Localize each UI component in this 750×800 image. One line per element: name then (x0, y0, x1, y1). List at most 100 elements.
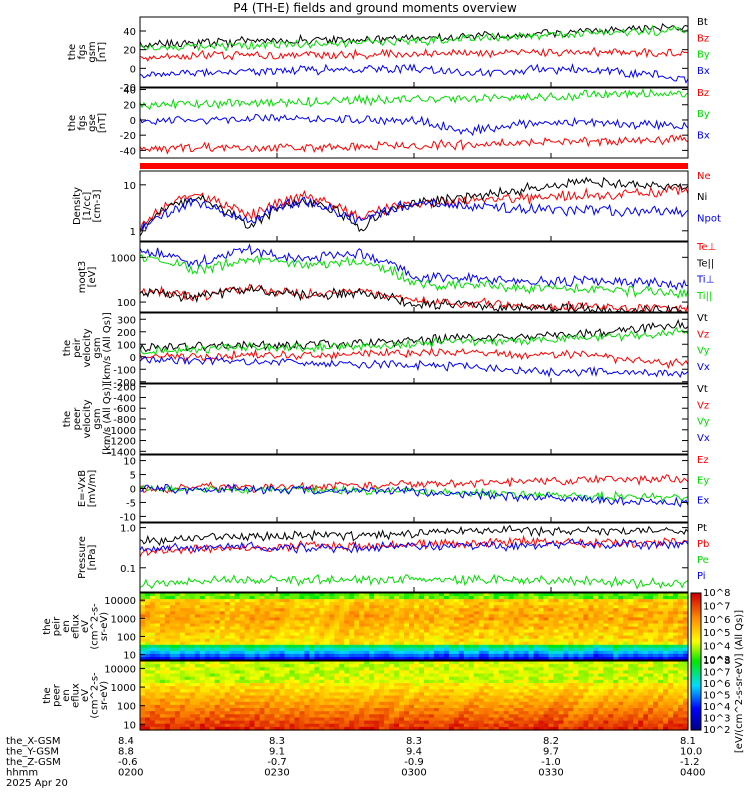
spectrogram-cell (678, 599, 684, 603)
spectrogram-cell (234, 726, 241, 731)
spectrogram-cell (673, 632, 679, 637)
spectrogram-cell (533, 620, 540, 624)
spectrogram-cell (145, 611, 151, 615)
spectrogram-cell (578, 717, 584, 722)
spectrogram-cell (478, 644, 485, 649)
spectrogram-cell (394, 593, 400, 597)
spectrogram-cell (424, 689, 430, 693)
spectrogram-cell (553, 605, 560, 609)
legend-entry: Bz (697, 33, 709, 44)
spectrogram-cell (528, 720, 535, 725)
spectrogram-cell (179, 711, 186, 715)
legend-entry: Pt (697, 523, 707, 534)
spectrogram-cell (219, 617, 226, 621)
spectrogram-cell (309, 602, 315, 606)
spectrogram-cell (359, 692, 365, 697)
spectrogram-cell (528, 647, 535, 652)
spectrogram-cell (154, 670, 161, 675)
spectrogram-cell (194, 698, 201, 703)
spectrogram-cell (478, 638, 485, 643)
spectrogram-cell (279, 629, 286, 634)
spectrogram-cell (478, 692, 485, 697)
spectrogram-cell (164, 650, 171, 655)
spectrogram-cell (179, 723, 186, 728)
spectrogram-cell (179, 653, 186, 658)
spectrogram-cell (483, 711, 490, 715)
spectrogram-cell (299, 689, 305, 693)
spectrogram-cell (633, 701, 639, 706)
spectrogram-cell (558, 635, 565, 640)
spectrogram-cell (468, 632, 475, 637)
spectrogram-cell (593, 714, 599, 718)
spectrogram-cell (359, 605, 365, 609)
spectrogram-cell (553, 701, 560, 706)
spectrogram-cell (593, 695, 599, 700)
spectrogram-cell (219, 692, 226, 697)
spectrogram-cell (274, 653, 281, 658)
spectrogram-cell (254, 708, 261, 712)
spectrogram-cell (598, 717, 604, 722)
spectrogram-cell (528, 611, 535, 615)
spectrogram-cell (269, 723, 276, 728)
spectrogram-cell (304, 596, 310, 600)
spectrogram-cell (593, 661, 599, 665)
spectrogram-cell (279, 673, 286, 678)
spectrogram-cell (628, 644, 634, 649)
spectrogram-cell (179, 720, 186, 725)
spectrogram-cell (179, 676, 186, 681)
spectrogram-cell (523, 657, 530, 661)
spectrogram-cell (448, 689, 455, 693)
spectrogram-cell (214, 611, 221, 615)
spectrogram-cell (478, 635, 485, 640)
spectrogram-cell (369, 704, 375, 709)
spectrogram-cell (339, 667, 345, 671)
spectrogram-cell (279, 686, 286, 690)
spectrogram-cell (174, 720, 181, 725)
spectrogram-cell (274, 676, 281, 681)
spectrogram-cell (359, 667, 365, 671)
spectrogram-cell (334, 599, 340, 603)
spectrogram-cell (304, 657, 310, 661)
spectrogram-cell (473, 635, 480, 640)
spectrogram-cell (234, 701, 241, 706)
spectrogram-cell (463, 629, 470, 634)
spectrogram-cell (543, 638, 550, 643)
spectrogram-cell (374, 608, 380, 612)
spectrogram-cell (319, 692, 325, 697)
spectrogram-cell (458, 708, 465, 712)
spectrogram-cell (503, 670, 510, 675)
spectrogram-cell (483, 608, 490, 612)
spectrogram-cell (543, 695, 550, 700)
spectrogram-cell (643, 611, 649, 615)
spectrogram-cell (563, 614, 570, 618)
spectrogram-cell (294, 686, 300, 690)
spectrogram-cell (538, 599, 545, 603)
spectrogram-cell (404, 614, 410, 618)
spectrogram-cell (608, 686, 614, 690)
spectrogram-cell (364, 608, 370, 612)
spectrogram-cell (419, 620, 425, 624)
spectrogram-cell (189, 593, 196, 597)
spectrogram-cell (145, 614, 151, 618)
spectrogram-cell (488, 701, 495, 706)
spectrogram-cell (254, 686, 261, 690)
spectrogram-cell (573, 629, 579, 634)
spectrogram-cell (628, 608, 634, 612)
spectrogram-cell (613, 692, 619, 697)
spectrogram-cell (384, 620, 390, 624)
spectrogram-cell (229, 695, 236, 700)
spectrogram-cell (608, 711, 614, 715)
spectrogram-cell (513, 641, 520, 646)
spectrogram-cell (414, 602, 420, 606)
spectrogram-cell (643, 623, 649, 628)
spectrogram-cell (404, 692, 410, 697)
spectrogram-cell (583, 692, 589, 697)
spectrogram-cell (623, 679, 629, 684)
spectrogram-cell (578, 667, 584, 671)
spectrogram-cell (239, 611, 246, 615)
spectrogram-cell (364, 644, 370, 649)
spectrogram-cell (578, 704, 584, 709)
spectrogram-cell (289, 670, 296, 675)
spectrogram-cell (419, 614, 425, 618)
spectrogram-cell (269, 695, 276, 700)
